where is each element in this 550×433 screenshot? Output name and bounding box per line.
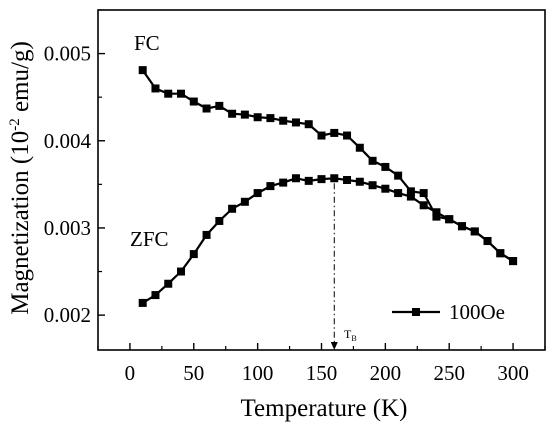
x-tick-label: 150: [306, 361, 338, 385]
fc-point: [406, 187, 415, 196]
x-tick-label: 300: [497, 361, 529, 385]
tb-label-main: T: [344, 327, 352, 341]
fc-point: [253, 113, 262, 122]
y-axis-title-post: emu/g): [7, 41, 34, 118]
plot-frame: [97, 9, 546, 351]
fc-point: [317, 131, 326, 140]
zfc-point: [381, 184, 390, 193]
y-tick-label: 0.003: [44, 216, 91, 240]
zfc-point: [445, 215, 454, 224]
fc-label: FC: [134, 31, 160, 55]
y-axis-title: Magnetization (10-2 emu/g): [7, 41, 34, 315]
y-tick-labels: 0.002 0.003 0.004 0.005: [44, 42, 92, 328]
y-axis-title-sup: -2: [7, 118, 23, 131]
x-tick-labels: 0 50 100 150 200 250 300: [125, 361, 529, 385]
x-tick-label: 50: [183, 361, 204, 385]
zfc-point: [496, 249, 505, 258]
fc-point: [164, 89, 173, 98]
fc-point: [291, 118, 300, 127]
zfc-point: [266, 182, 275, 191]
zfc-point: [279, 178, 288, 187]
x-tick-label: 200: [370, 361, 402, 385]
fc-point: [138, 66, 147, 75]
zfc-point: [189, 250, 198, 259]
legend: 100Oe: [392, 300, 505, 324]
y-tick-label: 0.002: [44, 303, 91, 327]
y-tick-label: 0.004: [44, 129, 92, 153]
y-axis-title-pre: Magnetization (10: [7, 131, 34, 315]
tb-label: TB: [344, 327, 357, 343]
fc-point: [432, 212, 441, 221]
zfc-point: [470, 227, 479, 236]
zfc-point: [164, 279, 173, 288]
zfc-point: [240, 197, 249, 206]
zfc-point: [253, 189, 262, 198]
zfc-point: [457, 222, 466, 231]
zfc-point: [317, 175, 326, 184]
tb-label-sub: B: [351, 334, 356, 343]
fc-point: [381, 162, 390, 171]
fc-point: [151, 84, 160, 93]
zfc-point: [355, 177, 364, 186]
zfc-point: [406, 192, 415, 201]
fc-series: [138, 66, 518, 266]
fc-series-line: [141, 69, 514, 263]
zfc-point: [509, 257, 518, 266]
fc-point: [368, 156, 377, 165]
zfc-point: [432, 208, 441, 217]
legend-label: 100Oe: [449, 300, 505, 324]
zfc-point: [394, 189, 403, 198]
fc-point: [355, 143, 364, 152]
zfc-label: ZFC: [130, 227, 169, 251]
fc-point: [240, 110, 249, 119]
zfc-point: [343, 176, 352, 184]
fc-point: [330, 128, 339, 137]
x-tick-label: 250: [433, 361, 465, 385]
legend-marker: [412, 308, 420, 316]
zfc-point: [228, 204, 237, 213]
zfc-series: [138, 174, 518, 307]
y-tick-label: 0.005: [44, 42, 91, 66]
x-tick-label: 0: [125, 361, 136, 385]
zfc-point: [177, 267, 186, 276]
zfc-point: [483, 237, 492, 246]
fc-point: [419, 189, 428, 198]
zfc-series-line: [142, 177, 514, 304]
fc-point: [202, 104, 211, 113]
fc-point: [189, 97, 198, 106]
zfc-point: [151, 291, 160, 300]
zfc-point: [215, 216, 224, 225]
fc-point: [228, 109, 237, 118]
blocking-temperature-marker: [330, 183, 338, 350]
fc-point: [343, 131, 352, 140]
zfc-point: [202, 230, 211, 239]
fc-point: [177, 89, 186, 98]
x-axis-title: Temperature (K): [241, 395, 408, 422]
zfc-point: [138, 298, 147, 307]
zfc-point: [368, 181, 377, 190]
zfc-point: [291, 174, 300, 183]
x-tick-label: 100: [242, 361, 274, 385]
zfc-point: [419, 201, 428, 210]
fc-point: [279, 116, 288, 125]
zfc-point: [304, 176, 313, 185]
fc-point: [394, 171, 403, 180]
fc-point: [215, 101, 224, 110]
tb-arrowhead: [330, 342, 338, 350]
fc-point: [304, 120, 313, 129]
zfc-point: [330, 174, 339, 183]
fc-point: [266, 114, 275, 123]
series-layer: [138, 66, 518, 307]
